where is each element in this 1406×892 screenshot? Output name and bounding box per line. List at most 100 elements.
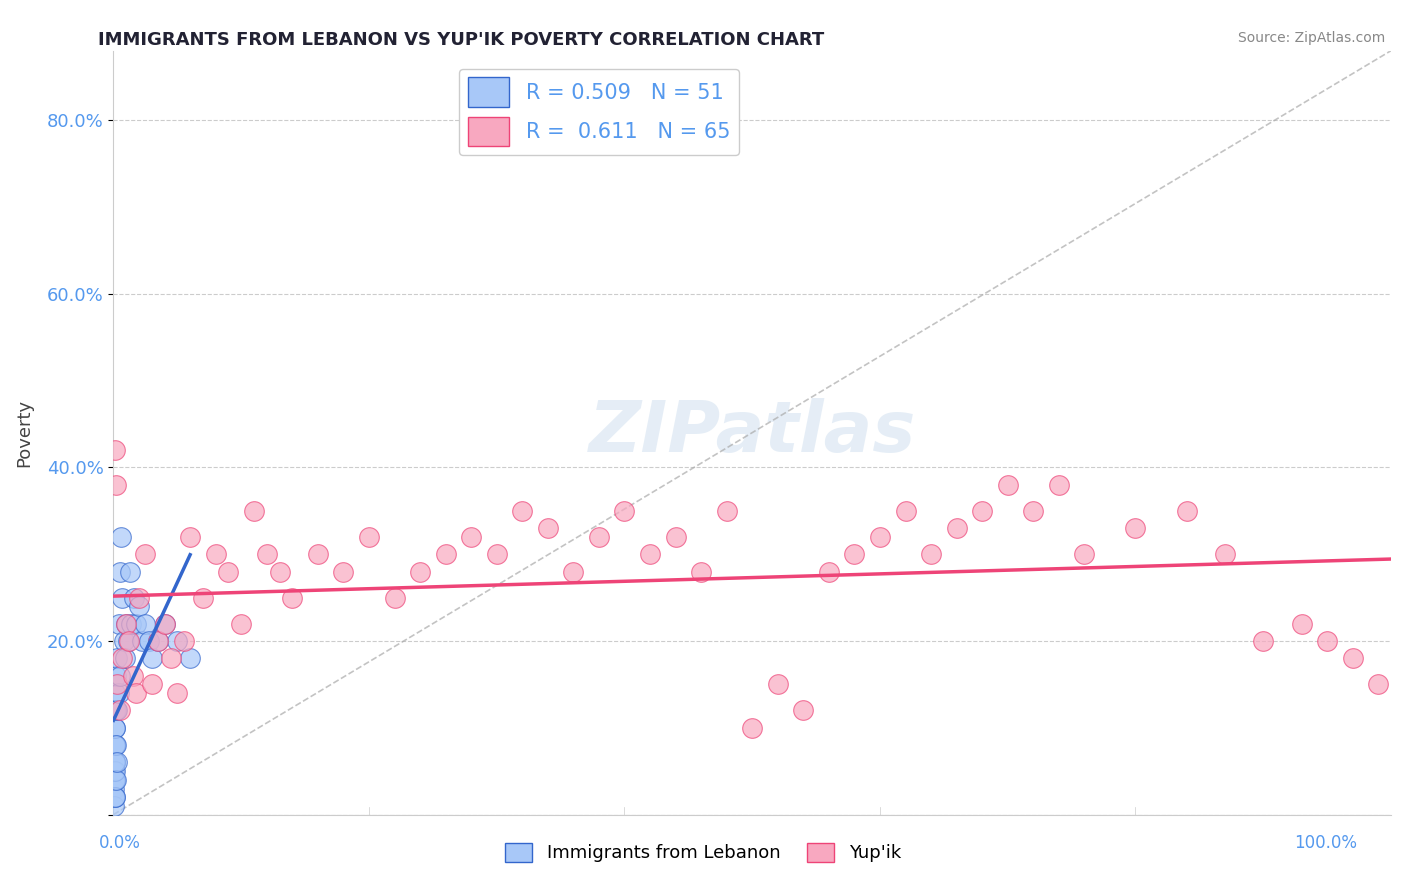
Point — [104, 756, 127, 770]
Point — [665, 530, 688, 544]
Point — [105, 668, 128, 682]
Point — [485, 547, 508, 561]
Y-axis label: Poverty: Poverty — [15, 399, 32, 467]
Point — [108, 565, 131, 579]
Point — [972, 504, 994, 518]
Point — [115, 616, 138, 631]
Point — [105, 738, 128, 752]
Point — [766, 677, 789, 691]
Point — [173, 634, 195, 648]
Point — [115, 616, 138, 631]
Point — [920, 547, 942, 561]
Point — [281, 591, 304, 605]
Point — [844, 547, 866, 561]
Point — [638, 547, 661, 561]
Point — [217, 565, 239, 579]
Point — [108, 703, 131, 717]
Point — [134, 616, 156, 631]
Point — [153, 616, 176, 631]
Point — [105, 677, 128, 691]
Point — [1073, 547, 1095, 561]
Point — [179, 530, 201, 544]
Point — [104, 686, 127, 700]
Point — [103, 756, 125, 770]
Point — [409, 565, 432, 579]
Point — [134, 547, 156, 561]
Point — [894, 504, 917, 518]
Point — [138, 634, 160, 648]
Point — [105, 651, 128, 665]
Point — [1367, 677, 1389, 691]
Point — [741, 721, 763, 735]
Point — [125, 686, 148, 700]
Point — [121, 668, 143, 682]
Point — [104, 790, 127, 805]
Point — [104, 756, 127, 770]
Point — [107, 686, 129, 700]
Point — [122, 591, 145, 605]
Point — [104, 772, 127, 787]
Point — [107, 616, 129, 631]
Point — [1213, 547, 1236, 561]
Text: 0.0%: 0.0% — [98, 834, 141, 852]
Point — [562, 565, 585, 579]
Point — [104, 721, 127, 735]
Point — [128, 599, 150, 614]
Point — [332, 565, 354, 579]
Point — [460, 530, 482, 544]
Point — [153, 616, 176, 631]
Point — [690, 565, 713, 579]
Point — [1291, 616, 1313, 631]
Point — [118, 634, 141, 648]
Point — [818, 565, 841, 579]
Point — [120, 616, 142, 631]
Point — [231, 616, 253, 631]
Point — [384, 591, 406, 605]
Point — [105, 477, 128, 491]
Point — [1251, 634, 1274, 648]
Point — [204, 547, 226, 561]
Point — [148, 634, 170, 648]
Point — [1316, 634, 1339, 648]
Legend: Immigrants from Lebanon, Yup'ik: Immigrants from Lebanon, Yup'ik — [498, 836, 908, 870]
Legend: R = 0.509   N = 51, R =  0.611   N = 65: R = 0.509 N = 51, R = 0.611 N = 65 — [460, 69, 738, 155]
Text: 100.0%: 100.0% — [1294, 834, 1357, 852]
Point — [111, 591, 134, 605]
Point — [869, 530, 891, 544]
Point — [128, 591, 150, 605]
Point — [103, 790, 125, 805]
Point — [103, 790, 125, 805]
Point — [120, 565, 142, 579]
Point — [537, 521, 560, 535]
Text: IMMIGRANTS FROM LEBANON VS YUP'IK POVERTY CORRELATION CHART: IMMIGRANTS FROM LEBANON VS YUP'IK POVERT… — [98, 31, 825, 49]
Point — [160, 651, 183, 665]
Point — [256, 547, 278, 561]
Point — [117, 634, 139, 648]
Point — [111, 651, 134, 665]
Point — [105, 772, 128, 787]
Point — [166, 686, 188, 700]
Point — [104, 442, 127, 457]
Point — [141, 677, 163, 691]
Point — [997, 477, 1019, 491]
Point — [179, 651, 201, 665]
Point — [141, 651, 163, 665]
Point — [792, 703, 814, 717]
Point — [434, 547, 457, 561]
Text: Source: ZipAtlas.com: Source: ZipAtlas.com — [1237, 31, 1385, 45]
Point — [1022, 504, 1045, 518]
Point — [110, 530, 132, 544]
Point — [191, 591, 214, 605]
Point — [105, 756, 128, 770]
Point — [105, 703, 128, 717]
Point — [103, 798, 125, 813]
Point — [105, 703, 128, 717]
Point — [104, 738, 127, 752]
Point — [104, 703, 127, 717]
Point — [112, 634, 135, 648]
Point — [103, 764, 125, 779]
Point — [131, 634, 153, 648]
Point — [166, 634, 188, 648]
Point — [103, 772, 125, 787]
Point — [114, 651, 136, 665]
